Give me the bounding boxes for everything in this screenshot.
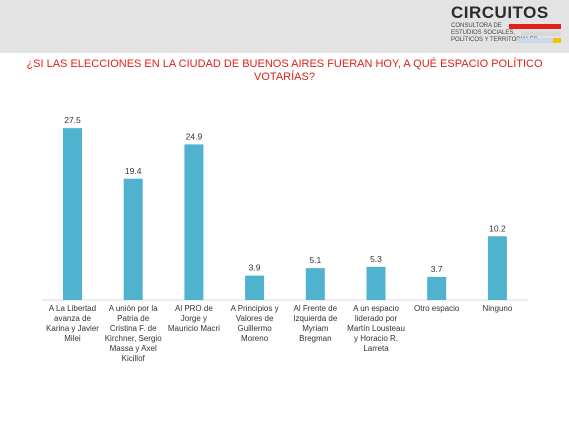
x-tick-label-3: A Principios y Valores de Guillermo More…: [230, 304, 279, 343]
chart-title: ¿SI LAS ELECCIONES EN LA CIUDAD DE BUENO…: [26, 58, 543, 83]
logo-line-2: ESTUDIOS SOCIALES,: [451, 30, 516, 36]
bar-0: [63, 128, 82, 300]
data-label-6: 3.7: [431, 264, 443, 274]
data-label-0: 27.5: [64, 115, 81, 125]
logo-line-3: POLÍTICOS Y TERRITORIALES: [451, 37, 538, 43]
bar-4: [305, 268, 325, 300]
data-label-3: 3.9: [249, 263, 261, 273]
logo-bar-grey: [521, 31, 561, 36]
x-tick-label-4: Al Frente de Izquierda de Myriam Bregman: [293, 304, 338, 343]
data-label-7: 10.2: [489, 223, 506, 233]
bar-3: [245, 275, 265, 300]
logo-title: CIRCUITOS: [451, 3, 549, 22]
logo-bar-blue: [517, 38, 553, 43]
x-tick-label-6: Otro espacio: [414, 304, 460, 313]
x-tick-label-1: A unión por la Patria de Cristina F. de …: [104, 304, 162, 363]
data-label-2: 24.9: [186, 131, 203, 141]
data-label-1: 19.4: [125, 166, 142, 176]
data-label-4: 5.1: [309, 255, 321, 265]
bar-1: [123, 178, 143, 300]
x-tick-label-0: A La Libertad avanza de Karina y Javier …: [46, 304, 99, 343]
x-tick-label-7: Ninguno: [482, 304, 513, 313]
bar-5: [366, 266, 386, 300]
logo-line-1: CONSULTORA DE: [451, 23, 502, 29]
x-tick-label-5: A un espacio liderado por Martín Loustea…: [347, 304, 405, 353]
bar-2: [184, 144, 204, 300]
bar-7: [487, 236, 507, 300]
bar-6: [427, 276, 447, 300]
x-tick-label-2: Al PRO de Jorge y Mauricio Macri: [167, 304, 220, 333]
circuitos-logo: CIRCUITOS CONSULTORA DE ESTUDIOS SOCIALE…: [451, 3, 561, 51]
header-bar: CIRCUITOS CONSULTORA DE ESTUDIOS SOCIALE…: [0, 0, 569, 53]
logo-bar-yellow: [553, 38, 561, 43]
data-label-5: 5.3: [370, 254, 382, 264]
logo-bar-red: [509, 24, 561, 29]
